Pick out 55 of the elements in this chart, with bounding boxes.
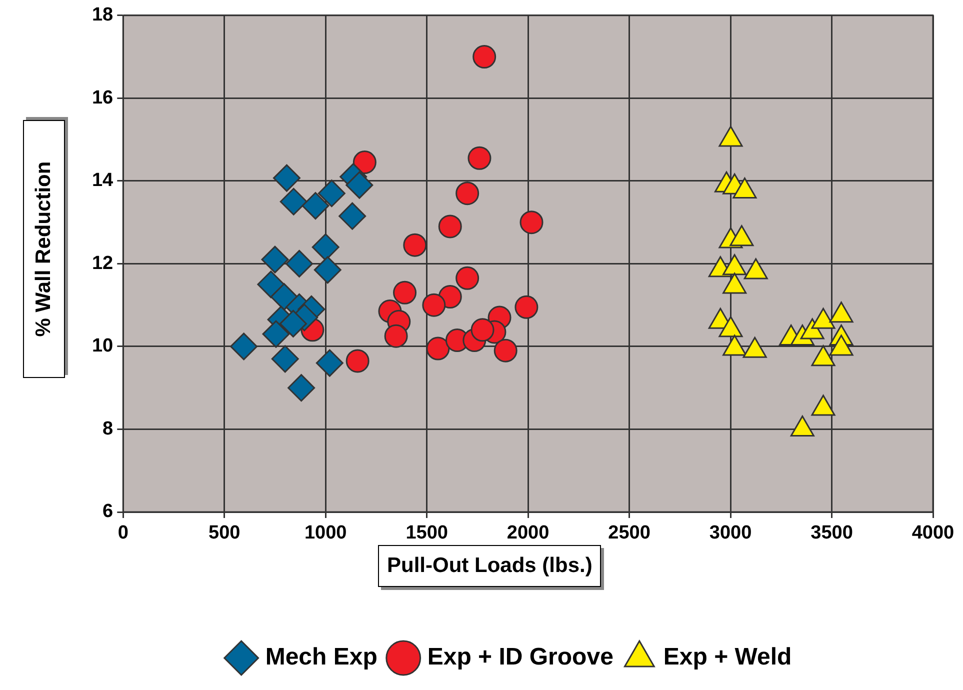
x-tick-label: 3000 (709, 522, 752, 544)
x-tick-label: 3500 (810, 522, 853, 544)
y-tick-label: 18 (92, 4, 114, 26)
point (312, 233, 340, 261)
point (456, 182, 480, 206)
point (280, 188, 308, 216)
point (262, 320, 290, 348)
point (468, 146, 492, 170)
x-tick-label: 4000 (912, 522, 954, 544)
point (286, 250, 314, 278)
point (314, 256, 342, 284)
point (438, 214, 462, 238)
point (270, 283, 298, 311)
point (261, 246, 289, 274)
point (393, 280, 417, 304)
y-tick-label: 12 (92, 252, 114, 274)
y-tick-label: 8 (102, 418, 114, 440)
point (230, 332, 258, 360)
point (272, 164, 300, 192)
legend-label: Exp + ID Groove (427, 644, 614, 671)
x-tick-label: 1000 (304, 522, 347, 544)
point (257, 270, 285, 298)
y-tick-label: 10 (92, 336, 114, 357)
point (271, 345, 299, 373)
point (494, 338, 518, 362)
point (422, 293, 446, 317)
y-tick-label: 16 (92, 87, 114, 108)
point (426, 336, 450, 360)
point (316, 349, 344, 377)
point (288, 374, 316, 402)
point (472, 45, 496, 69)
point (470, 318, 494, 342)
x-tick-label: 1500 (406, 522, 448, 544)
x-tick-label: 2500 (608, 522, 650, 544)
y-tick-label: 14 (92, 170, 114, 192)
point (456, 266, 480, 290)
point (338, 202, 366, 230)
legend-label: Mech Exp (265, 644, 378, 671)
point (346, 349, 370, 373)
point (302, 192, 330, 220)
x-axis-title: Pull-Out Loads (lbs.) (378, 545, 602, 587)
point (403, 233, 427, 257)
y-tick-label: 6 (102, 501, 114, 522)
point (514, 295, 538, 319)
point (352, 150, 376, 174)
y-axis-title: % Wall Reduction (23, 120, 65, 378)
x-tick-label: 500 (208, 522, 240, 544)
point (318, 180, 346, 208)
point (384, 324, 408, 348)
x-tick-label: 2000 (506, 522, 550, 544)
point (346, 171, 374, 199)
legend-label: Exp + Weld (663, 644, 792, 671)
point (279, 310, 307, 338)
point (520, 210, 544, 234)
x-tick-label: 0 (118, 522, 128, 544)
